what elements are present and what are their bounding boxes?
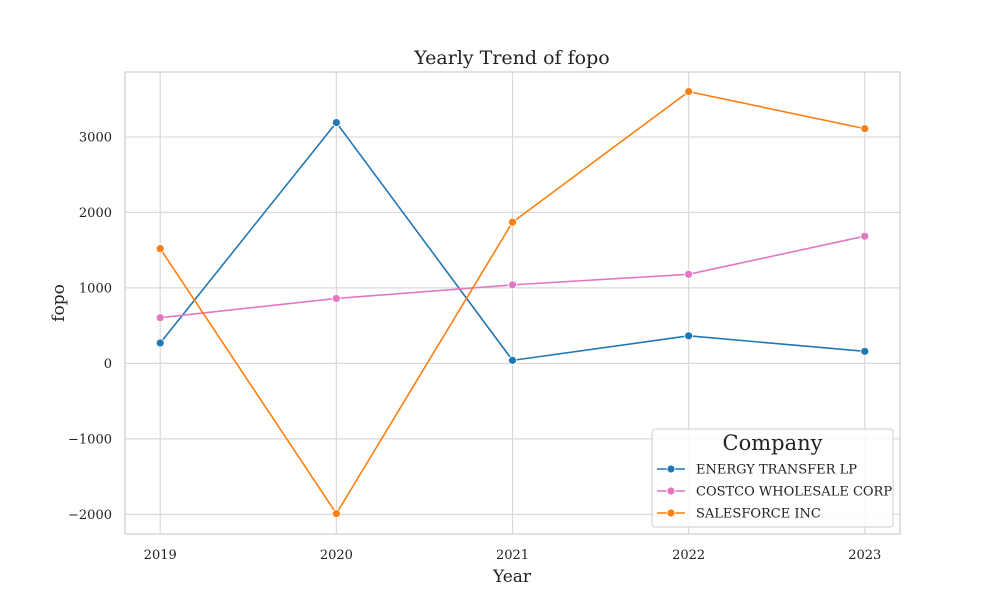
- x-axis-label: Year: [492, 567, 532, 587]
- y-axis-label: fopo: [49, 284, 69, 322]
- axes: 2019 2020 2021 2022 2023 −2000 −1000 0 1000 2000 3…: [68, 130, 881, 563]
- data-point: [155, 338, 165, 348]
- legend: Company ENERGY TRANSFER LP COSTCO WHOLESAL…: [651, 428, 894, 528]
- legend-label: SALESFORCE INC: [696, 507, 821, 522]
- data-point: [331, 509, 341, 519]
- legend-marker: [666, 486, 676, 496]
- legend-label: ENERGY TRANSFER LP: [696, 463, 857, 478]
- series-0: [155, 118, 870, 365]
- data-point: [155, 244, 165, 254]
- data-point: [860, 231, 870, 241]
- x-tick-label: 2020: [320, 548, 353, 563]
- legend-title: Company: [723, 431, 823, 455]
- series-1: [155, 231, 870, 323]
- legend-marker: [666, 464, 676, 474]
- x-tick-label: 2022: [672, 548, 705, 563]
- data-point: [508, 280, 517, 290]
- legend-item: COSTCO WHOLESALE CORP: [657, 485, 892, 500]
- series-group: [155, 87, 870, 519]
- data-point: [331, 118, 341, 127]
- legend-box: [651, 428, 894, 528]
- y-tick-label: −1000: [68, 432, 112, 447]
- chart-title: Yearly Trend of fopo: [413, 47, 609, 69]
- data-point: [684, 269, 694, 279]
- data-point: [684, 87, 694, 97]
- y-tick-label: 1000: [79, 281, 112, 296]
- y-tick-label: 2000: [79, 206, 112, 221]
- plot-frame: [124, 71, 901, 535]
- legend-item: SALESFORCE INC: [657, 507, 821, 522]
- data-point: [860, 124, 870, 134]
- data-point: [684, 331, 694, 341]
- data-point: [155, 313, 165, 323]
- x-tick-label: 2021: [496, 548, 529, 563]
- data-point: [508, 355, 517, 365]
- y-tick-label: 0: [104, 357, 112, 372]
- legend-marker: [666, 508, 676, 518]
- x-tick-label: 2023: [848, 548, 881, 563]
- data-point: [860, 346, 870, 356]
- y-tick-label: 3000: [79, 130, 112, 145]
- legend-item: ENERGY TRANSFER LP: [657, 463, 857, 478]
- series-2: [155, 87, 870, 519]
- data-point: [508, 217, 517, 227]
- x-tick-label: 2019: [144, 548, 177, 563]
- legend-label: COSTCO WHOLESALE CORP: [696, 485, 892, 500]
- y-tick-label: −2000: [68, 508, 112, 523]
- data-point: [331, 294, 341, 303]
